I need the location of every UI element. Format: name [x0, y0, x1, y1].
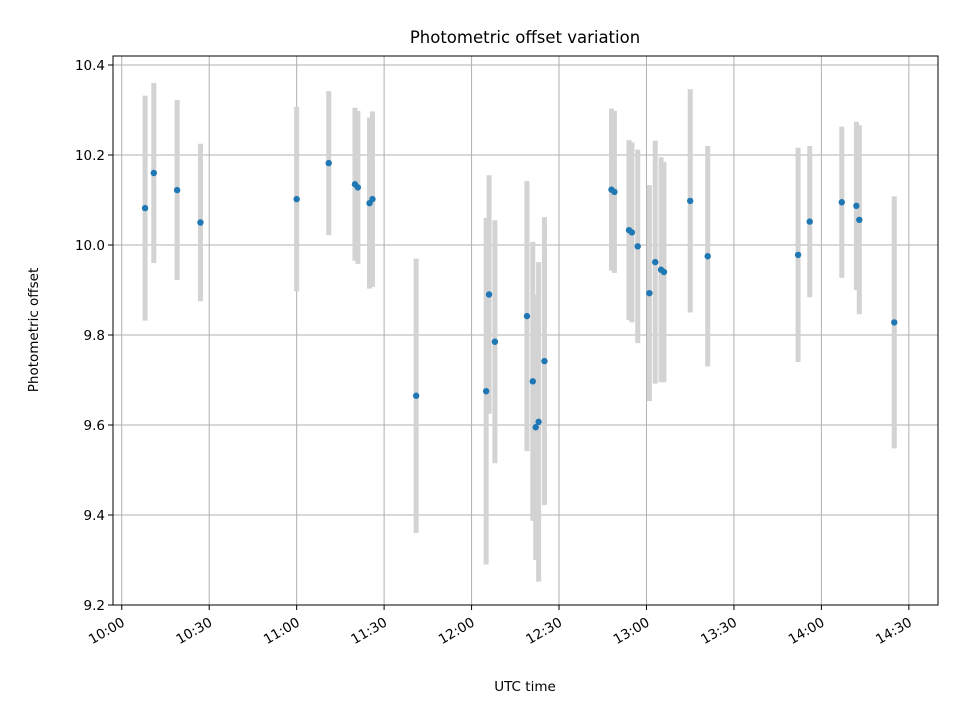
- data-point: [856, 216, 863, 223]
- chart-title: Photometric offset variation: [410, 28, 640, 47]
- y-axis-label: Photometric offset: [26, 268, 42, 392]
- data-point: [197, 219, 204, 226]
- data-point: [634, 243, 641, 250]
- y-tick-label: 9.4: [84, 508, 105, 524]
- data-point: [687, 197, 694, 205]
- data-point: [529, 378, 536, 385]
- data-point: [541, 357, 548, 365]
- data-point: [369, 195, 376, 203]
- data-point: [485, 291, 493, 298]
- y-tick-label: 9.6: [84, 418, 105, 434]
- x-axis-label: UTC time: [494, 679, 556, 695]
- data-point: [891, 319, 898, 326]
- data-point: [646, 289, 653, 297]
- plot-area-frame: [112, 55, 939, 606]
- data-point: [652, 258, 659, 266]
- data-point: [628, 229, 636, 236]
- data-point: [853, 202, 860, 210]
- y-tick-label: 9.8: [84, 328, 105, 344]
- data-point: [150, 169, 158, 177]
- data-point: [173, 186, 181, 194]
- data-point: [838, 199, 845, 206]
- data-point: [532, 424, 539, 431]
- data-point: [523, 312, 531, 320]
- y-tick-label: 9.2: [84, 598, 105, 614]
- data-points: [141, 159, 898, 431]
- y-tick-label: 10.2: [75, 148, 105, 164]
- data-point: [354, 184, 362, 191]
- data-point: [482, 388, 490, 395]
- y-tick-label: 10.4: [75, 58, 105, 74]
- data-point: [704, 253, 711, 260]
- data-point: [806, 218, 813, 225]
- data-point: [535, 418, 542, 426]
- data-point: [491, 338, 499, 345]
- data-point: [412, 392, 420, 399]
- y-tick-label: 10.0: [75, 238, 105, 254]
- data-point: [611, 188, 618, 196]
- data-point: [325, 159, 332, 167]
- data-point: [660, 268, 668, 276]
- data-point: [794, 251, 802, 259]
- data-point: [141, 204, 149, 212]
- data-point: [293, 195, 300, 203]
- y-axis-ticks: 9.2 9.4 9.6 9.8 10.0 10.2 10.4: [75, 58, 113, 614]
